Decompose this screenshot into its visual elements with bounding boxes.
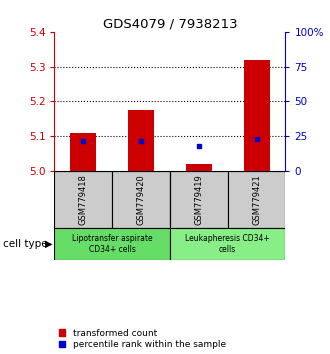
Text: GSM779421: GSM779421: [252, 174, 261, 225]
Text: ▶: ▶: [45, 239, 52, 249]
Text: cell type: cell type: [3, 239, 48, 249]
Text: Lipotransfer aspirate
CD34+ cells: Lipotransfer aspirate CD34+ cells: [72, 234, 152, 253]
Bar: [70, 133, 96, 171]
Text: GSM779420: GSM779420: [137, 174, 146, 225]
Bar: [186, 164, 212, 171]
Legend: transformed count, percentile rank within the sample: transformed count, percentile rank withi…: [59, 329, 226, 349]
Text: Leukapheresis CD34+
cells: Leukapheresis CD34+ cells: [185, 234, 270, 253]
Bar: [244, 60, 270, 171]
Bar: [170, 171, 228, 228]
Bar: [170, 228, 285, 260]
Bar: [128, 110, 154, 171]
Text: GSM779419: GSM779419: [194, 174, 203, 225]
Bar: [228, 171, 285, 228]
Bar: [54, 228, 170, 260]
Bar: [54, 171, 112, 228]
Bar: [112, 171, 170, 228]
Text: GSM779418: GSM779418: [79, 174, 88, 225]
Title: GDS4079 / 7938213: GDS4079 / 7938213: [103, 18, 237, 31]
